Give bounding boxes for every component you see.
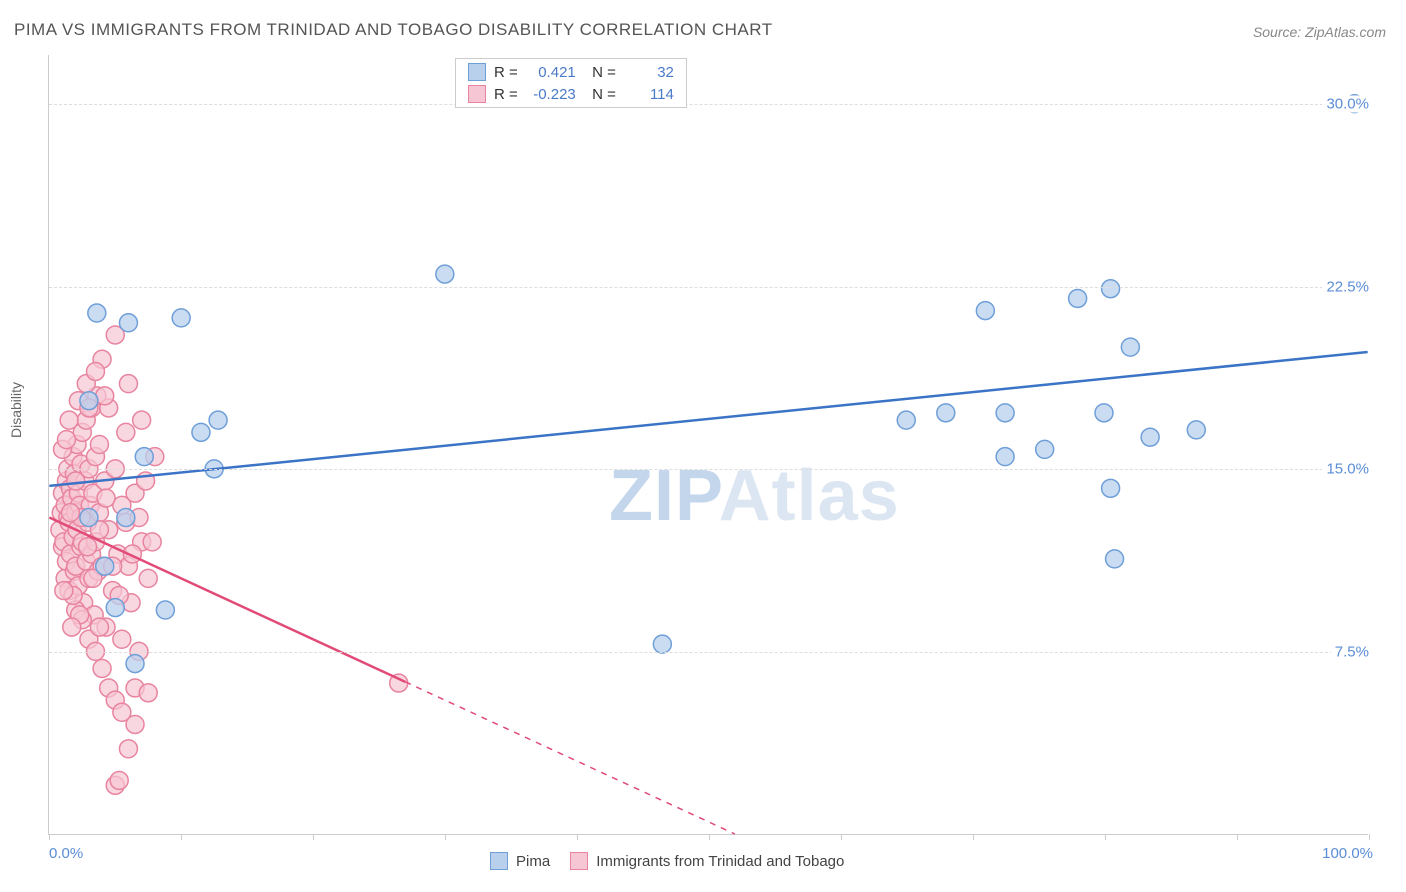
x-tick xyxy=(577,834,578,840)
scatter-point xyxy=(133,411,151,429)
scatter-point xyxy=(60,411,78,429)
scatter-point xyxy=(55,582,73,600)
scatter-point xyxy=(1141,428,1159,446)
scatter-point xyxy=(143,533,161,551)
y-tick-label: 15.0% xyxy=(1322,461,1373,478)
x-tick xyxy=(313,834,314,840)
correlation-legend-row-pima: R = 0.421 N = 32 xyxy=(456,61,686,83)
x-max-label: 100.0% xyxy=(1322,845,1373,862)
scatter-point xyxy=(139,569,157,587)
scatter-point xyxy=(93,659,111,677)
scatter-point xyxy=(79,538,97,556)
scatter-point xyxy=(119,740,137,758)
chart-title: PIMA VS IMMIGRANTS FROM TRINIDAD AND TOB… xyxy=(14,20,773,40)
scatter-point xyxy=(139,684,157,702)
trend-line xyxy=(49,352,1367,486)
scatter-point xyxy=(113,630,131,648)
scatter-point xyxy=(976,302,994,320)
scatter-point xyxy=(110,771,128,789)
plot-area: ZIPAtlas 7.5%15.0%22.5%30.0%0.0%100.0% xyxy=(48,55,1368,835)
grid-line xyxy=(49,469,1368,470)
y-tick-label: 22.5% xyxy=(1322,278,1373,295)
scatter-point xyxy=(1102,479,1120,497)
scatter-point xyxy=(97,489,115,507)
scatter-point xyxy=(436,265,454,283)
legend-item-trinidad: Immigrants from Trinidad and Tobago xyxy=(570,852,844,870)
scatter-point xyxy=(1106,550,1124,568)
scatter-point xyxy=(90,436,108,454)
scatter-point xyxy=(897,411,915,429)
x-tick xyxy=(973,834,974,840)
scatter-point xyxy=(106,599,124,617)
x-tick xyxy=(1369,834,1370,840)
swatch-icon xyxy=(570,852,588,870)
legend-item-pima: Pima xyxy=(490,852,550,870)
correlation-legend: R = 0.421 N = 32 R = -0.223 N = 114 xyxy=(455,58,687,108)
x-tick xyxy=(709,834,710,840)
grid-line xyxy=(49,104,1368,105)
x-tick xyxy=(841,834,842,840)
scatter-point xyxy=(172,309,190,327)
scatter-point xyxy=(119,375,137,393)
x-min-label: 0.0% xyxy=(49,845,83,862)
scatter-point xyxy=(996,448,1014,466)
x-tick xyxy=(1105,834,1106,840)
swatch-icon xyxy=(490,852,508,870)
x-tick xyxy=(49,834,50,840)
scatter-point xyxy=(80,392,98,410)
source-credit: Source: ZipAtlas.com xyxy=(1253,24,1386,40)
plot-svg xyxy=(49,55,1368,834)
scatter-point xyxy=(126,655,144,673)
scatter-point xyxy=(1036,440,1054,458)
grid-line xyxy=(49,652,1368,653)
scatter-point xyxy=(126,715,144,733)
correlation-legend-row-trinidad: R = -0.223 N = 114 xyxy=(456,83,686,105)
scatter-point xyxy=(80,509,98,527)
scatter-point xyxy=(156,601,174,619)
swatch-icon xyxy=(468,85,486,103)
scatter-point xyxy=(653,635,671,653)
scatter-point xyxy=(117,509,135,527)
scatter-point xyxy=(135,448,153,466)
chart-container: PIMA VS IMMIGRANTS FROM TRINIDAD AND TOB… xyxy=(0,0,1406,892)
swatch-icon xyxy=(468,63,486,81)
scatter-point xyxy=(1095,404,1113,422)
scatter-point xyxy=(90,618,108,636)
x-tick xyxy=(181,834,182,840)
x-tick xyxy=(445,834,446,840)
scatter-point xyxy=(1069,289,1087,307)
scatter-point xyxy=(88,304,106,322)
scatter-point xyxy=(1187,421,1205,439)
scatter-point xyxy=(209,411,227,429)
scatter-point xyxy=(61,504,79,522)
scatter-point xyxy=(96,557,114,575)
scatter-point xyxy=(86,362,104,380)
scatter-point xyxy=(1102,280,1120,298)
scatter-point xyxy=(937,404,955,422)
scatter-point xyxy=(117,423,135,441)
y-tick-label: 30.0% xyxy=(1322,95,1373,112)
scatter-point xyxy=(1121,338,1139,356)
scatter-point xyxy=(192,423,210,441)
scatter-point xyxy=(57,431,75,449)
scatter-point xyxy=(67,472,85,490)
scatter-point xyxy=(63,618,81,636)
x-tick xyxy=(1237,834,1238,840)
y-tick-label: 7.5% xyxy=(1331,644,1373,661)
grid-line xyxy=(49,287,1368,288)
series-legend: Pima Immigrants from Trinidad and Tobago xyxy=(490,852,844,870)
scatter-point xyxy=(996,404,1014,422)
scatter-point xyxy=(119,314,137,332)
y-axis-title: Disability xyxy=(8,382,24,438)
trend-line-dashed xyxy=(405,682,735,834)
